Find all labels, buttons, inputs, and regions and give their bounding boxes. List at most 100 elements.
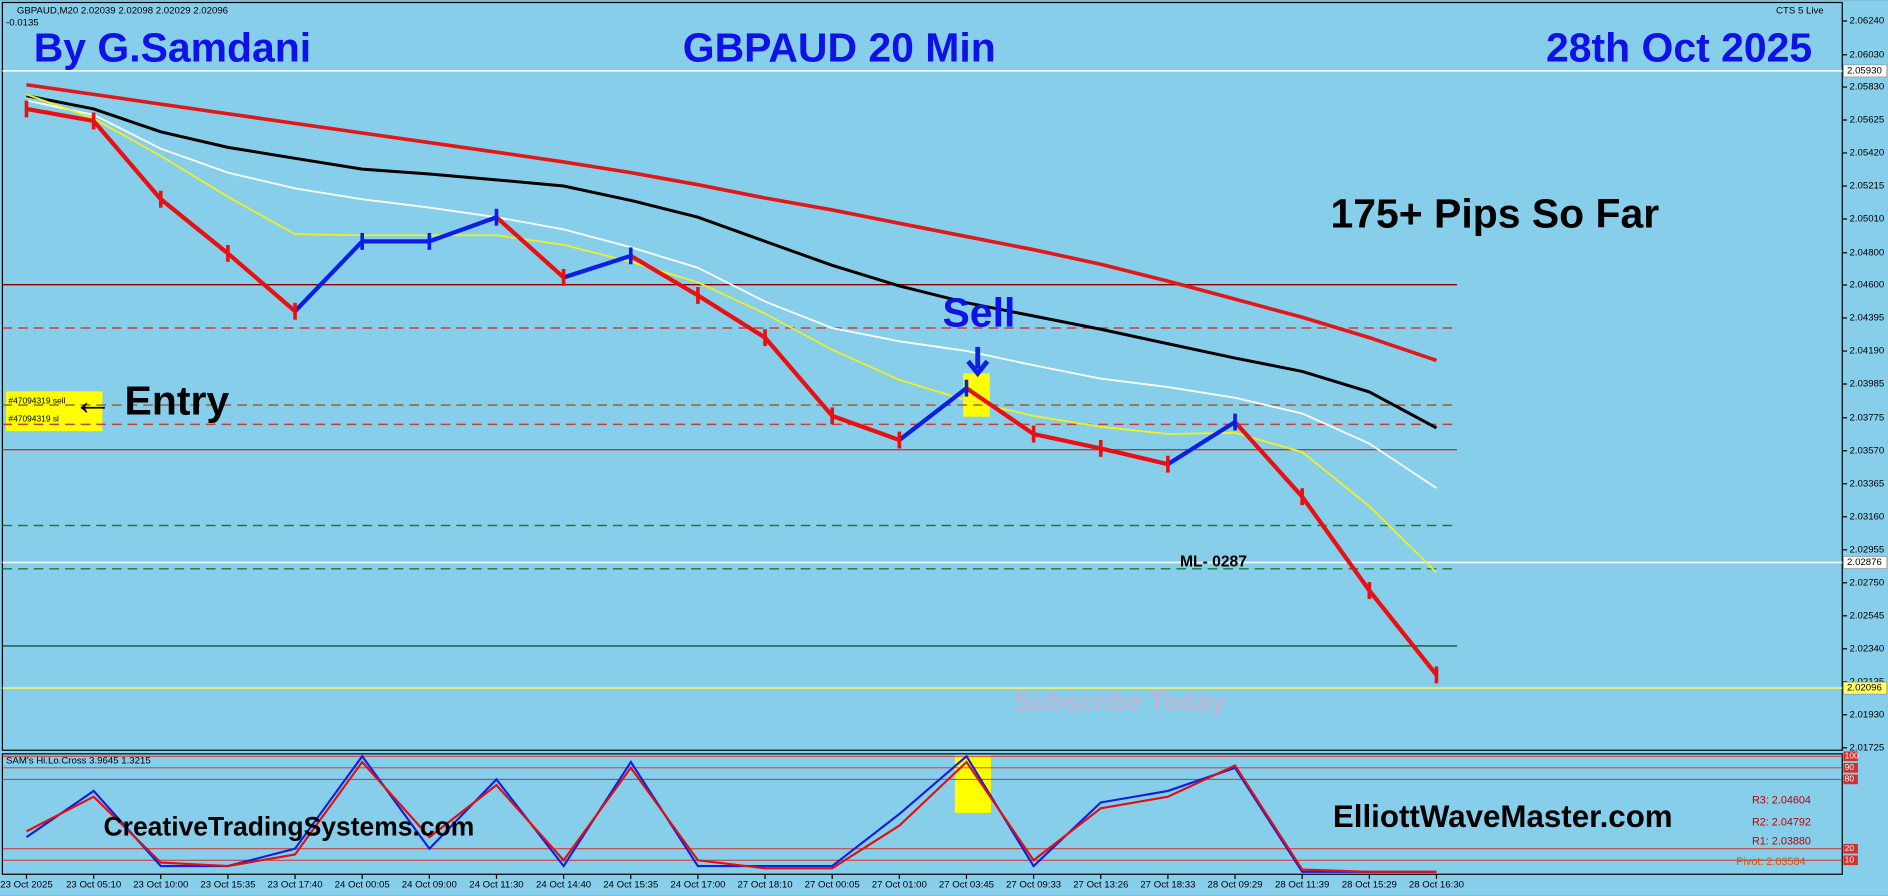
x-tick-label: 23 Oct 15:35 bbox=[200, 880, 255, 891]
change: -0.0135 bbox=[6, 18, 39, 29]
y-tick-label: 2.06030 bbox=[1849, 49, 1884, 60]
y-tick-label: 2.04600 bbox=[1849, 280, 1884, 291]
sl-label: #47094319 sl bbox=[8, 413, 59, 423]
level-label-box bbox=[1843, 556, 1888, 569]
y-tick-label: 2.02750 bbox=[1849, 577, 1884, 588]
x-tick-label: 27 Oct 03:45 bbox=[939, 880, 994, 891]
y-tick-label: 2.04395 bbox=[1849, 313, 1884, 324]
price-bar bbox=[158, 190, 163, 208]
price-segment bbox=[629, 254, 699, 298]
x-tick-label: 27 Oct 18:10 bbox=[737, 880, 792, 891]
x-tick-label: 23 Oct 2025 bbox=[0, 880, 52, 891]
osc-tick-label: 90 bbox=[1845, 762, 1855, 772]
price-segment bbox=[1033, 432, 1102, 451]
price-segment bbox=[831, 413, 901, 443]
oscillator-name: SAM's Hi.Lo.Cross 3.9645 1.3215 bbox=[6, 756, 151, 767]
osc-tick-label: 100 bbox=[1845, 750, 1859, 760]
price-segment bbox=[965, 386, 1035, 436]
price-bar bbox=[830, 407, 834, 425]
price-bar bbox=[964, 379, 969, 397]
osc-highlight bbox=[954, 755, 991, 813]
x-tick-label: 27 Oct 00:05 bbox=[805, 880, 860, 891]
x-tick-label: 24 Oct 11:30 bbox=[469, 880, 523, 891]
osc-tick-label: 20 bbox=[1845, 843, 1855, 853]
x-tick-label: 24 Oct 09:00 bbox=[402, 880, 457, 891]
price-bar bbox=[1166, 455, 1170, 473]
price-bar bbox=[696, 287, 700, 304]
x-tick-label: 24 Oct 00:05 bbox=[335, 880, 390, 891]
price-bar bbox=[561, 269, 566, 286]
y-tick-label: 2.03570 bbox=[1849, 445, 1884, 456]
price-segment bbox=[226, 251, 297, 313]
price-segment bbox=[696, 293, 767, 340]
osc-label-box bbox=[1843, 751, 1858, 762]
y-tick-label: 2.05215 bbox=[1849, 181, 1884, 192]
y-tick-label: 2.01930 bbox=[1849, 709, 1884, 720]
price-segment bbox=[1367, 589, 1439, 677]
website-left: CreativeTradingSystems.com bbox=[104, 811, 475, 841]
price-bar bbox=[494, 208, 499, 226]
price-bar bbox=[1367, 582, 1372, 599]
price-segment bbox=[428, 215, 498, 244]
level-label-box bbox=[1843, 681, 1888, 695]
level-label: 2.05930 bbox=[1847, 65, 1882, 76]
osc-label-box bbox=[1843, 762, 1858, 773]
y-tick-label: 2.02340 bbox=[1849, 643, 1884, 654]
pivot-label: R2: 2.04792 bbox=[1752, 816, 1811, 828]
x-tick-label: 24 Oct 14:40 bbox=[536, 880, 591, 891]
price-segment bbox=[763, 336, 834, 418]
osc-label-box bbox=[1843, 855, 1858, 866]
price-segment bbox=[92, 119, 163, 201]
osc-label-box bbox=[1843, 774, 1858, 785]
y-tick-label: 2.02545 bbox=[1849, 610, 1884, 621]
price-bar bbox=[1098, 439, 1103, 457]
x-tick-label: 27 Oct 09:33 bbox=[1006, 880, 1061, 891]
level-label: 2.02876 bbox=[1847, 557, 1882, 568]
broker: CTS 5 Live bbox=[1776, 5, 1824, 16]
price-segment bbox=[1233, 420, 1304, 499]
price-bar bbox=[24, 100, 29, 118]
sell-arrow bbox=[966, 346, 990, 378]
moving-average bbox=[26, 99, 1437, 489]
oscillator-line bbox=[25, 760, 1437, 873]
pivot-label: R1: 2.03880 bbox=[1752, 836, 1811, 848]
x-tick-label: 28 Oct 15:29 bbox=[1342, 880, 1397, 891]
pivot-label: R3: 2.04604 bbox=[1752, 795, 1811, 807]
order-label: #47094319 sell bbox=[8, 395, 65, 405]
watermark: Subscribe Today bbox=[1014, 686, 1226, 716]
oscillator-frame bbox=[1, 753, 1843, 875]
price-bar bbox=[1300, 488, 1304, 506]
oscillator-line bbox=[25, 754, 1437, 873]
price-bar bbox=[763, 329, 767, 347]
y-tick-label: 2.03775 bbox=[1849, 412, 1884, 423]
price-bar bbox=[1031, 425, 1036, 443]
price-bar bbox=[427, 232, 432, 250]
osc-tick-label: 10 bbox=[1845, 854, 1855, 864]
x-tick-label: 24 Oct 17:00 bbox=[670, 880, 725, 891]
price-segment bbox=[495, 215, 566, 280]
date: 28th Oct 2025 bbox=[1546, 24, 1812, 70]
level-label-box bbox=[1843, 64, 1888, 78]
x-tick-label: 28 Oct 16:30 bbox=[1409, 880, 1464, 891]
plot-frame bbox=[1, 1, 1843, 751]
author: By G.Samdani bbox=[34, 24, 311, 70]
price-bar bbox=[1233, 413, 1237, 431]
y-tick-label: 2.05625 bbox=[1849, 115, 1884, 126]
y-tick-label: 2.05420 bbox=[1849, 148, 1884, 159]
price-segment bbox=[1100, 446, 1169, 467]
price-segment bbox=[1300, 495, 1372, 592]
osc-tick-label: 80 bbox=[1845, 774, 1855, 784]
price-bar bbox=[628, 247, 633, 265]
moving-average bbox=[26, 93, 1438, 574]
price-segment bbox=[26, 106, 95, 124]
x-tick-label: 23 Oct 17:40 bbox=[267, 880, 322, 891]
symbol-info: GBPAUD,M20 2.02039 2.02098 2.02029 2.020… bbox=[17, 5, 228, 16]
price-bar bbox=[293, 302, 297, 320]
chart-title: GBPAUD 20 Min bbox=[683, 24, 996, 70]
y-tick-label: 2.02955 bbox=[1849, 544, 1884, 555]
price-segment bbox=[293, 239, 364, 313]
price-segment bbox=[1166, 420, 1237, 466]
x-tick-label: 23 Oct 10:00 bbox=[133, 880, 188, 891]
price-bar bbox=[226, 245, 230, 262]
